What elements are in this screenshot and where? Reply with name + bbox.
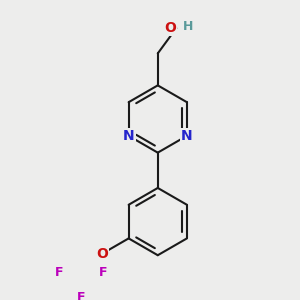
- Text: N: N: [181, 129, 193, 143]
- Text: O: O: [96, 247, 108, 261]
- Text: F: F: [99, 266, 107, 279]
- Text: N: N: [123, 129, 134, 143]
- Text: H: H: [183, 20, 193, 33]
- Text: F: F: [77, 291, 85, 300]
- Text: F: F: [55, 266, 63, 279]
- Text: O: O: [164, 21, 176, 35]
